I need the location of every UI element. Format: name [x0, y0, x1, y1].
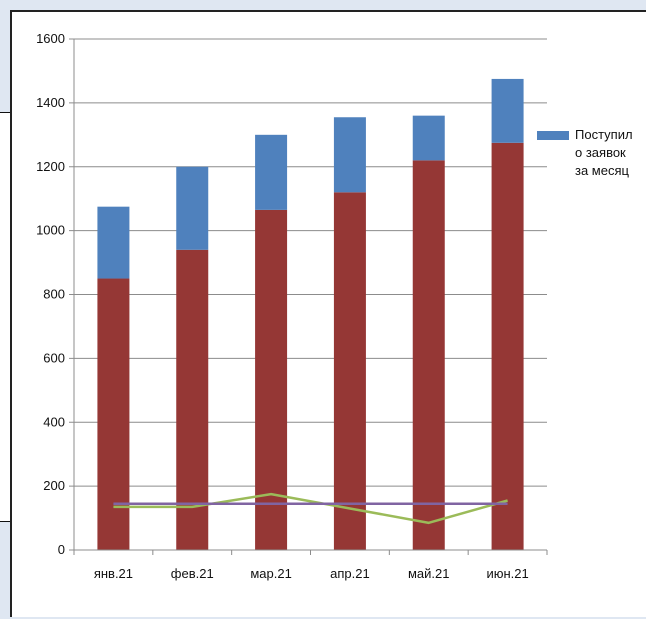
bars: [97, 78, 524, 551]
x-tick-label: мар.21: [250, 566, 291, 581]
x-tick-label: фев.21: [171, 566, 214, 581]
y-tick-label: 200: [43, 478, 65, 493]
bar-segment-lower: [97, 278, 130, 550]
x-tick-label: янв.21: [94, 566, 133, 581]
bar-segment-lower: [333, 192, 366, 551]
x-tick-label: май.21: [408, 566, 450, 581]
axes: 0 200 400 600 800 1000 1200 1400 1600 янв.21 фев.2…: [36, 31, 548, 581]
bar-segment-lower: [412, 160, 445, 551]
bar-segment-upper: [333, 117, 366, 193]
y-tick-label: 1000: [36, 223, 65, 238]
bar-segment-upper: [412, 115, 445, 161]
legend-swatch: [537, 131, 569, 140]
gridlines: [74, 38, 547, 487]
bar-segment-lower: [255, 209, 288, 550]
legend-label: за месяц: [575, 163, 630, 178]
y-tick-label: 1400: [36, 95, 65, 110]
bar-segment-upper: [97, 206, 130, 279]
bar-segment-lower: [176, 249, 209, 550]
bar-segment-lower: [491, 142, 524, 550]
legend-label: о заявок: [575, 145, 626, 160]
y-tick-label: 600: [43, 350, 65, 365]
y-tick-label: 400: [43, 414, 65, 429]
chart-frame: 0 200 400 600 800 1000 1200 1400 1600 янв.21 фев.2…: [10, 10, 646, 617]
y-tick-label: 0: [58, 542, 65, 557]
y-tick-label: 1600: [36, 31, 65, 46]
bar-segment-upper: [255, 134, 288, 210]
series-line-green: [113, 492, 508, 525]
y-tick-label: 1200: [36, 159, 65, 174]
legend-label: Поступил: [575, 127, 633, 142]
bar-segment-upper: [491, 78, 524, 143]
stacked-bar-chart: 0 200 400 600 800 1000 1200 1400 1600 янв.21 фев.2…: [36, 31, 633, 581]
x-tick-label: июн.21: [486, 566, 528, 581]
bar-segment-upper: [176, 166, 209, 250]
x-tick-label: апр.21: [330, 566, 370, 581]
legend: Поступил о заявок за месяц: [537, 127, 633, 178]
lines: [113, 492, 508, 525]
y-tick-label: 800: [43, 287, 65, 302]
